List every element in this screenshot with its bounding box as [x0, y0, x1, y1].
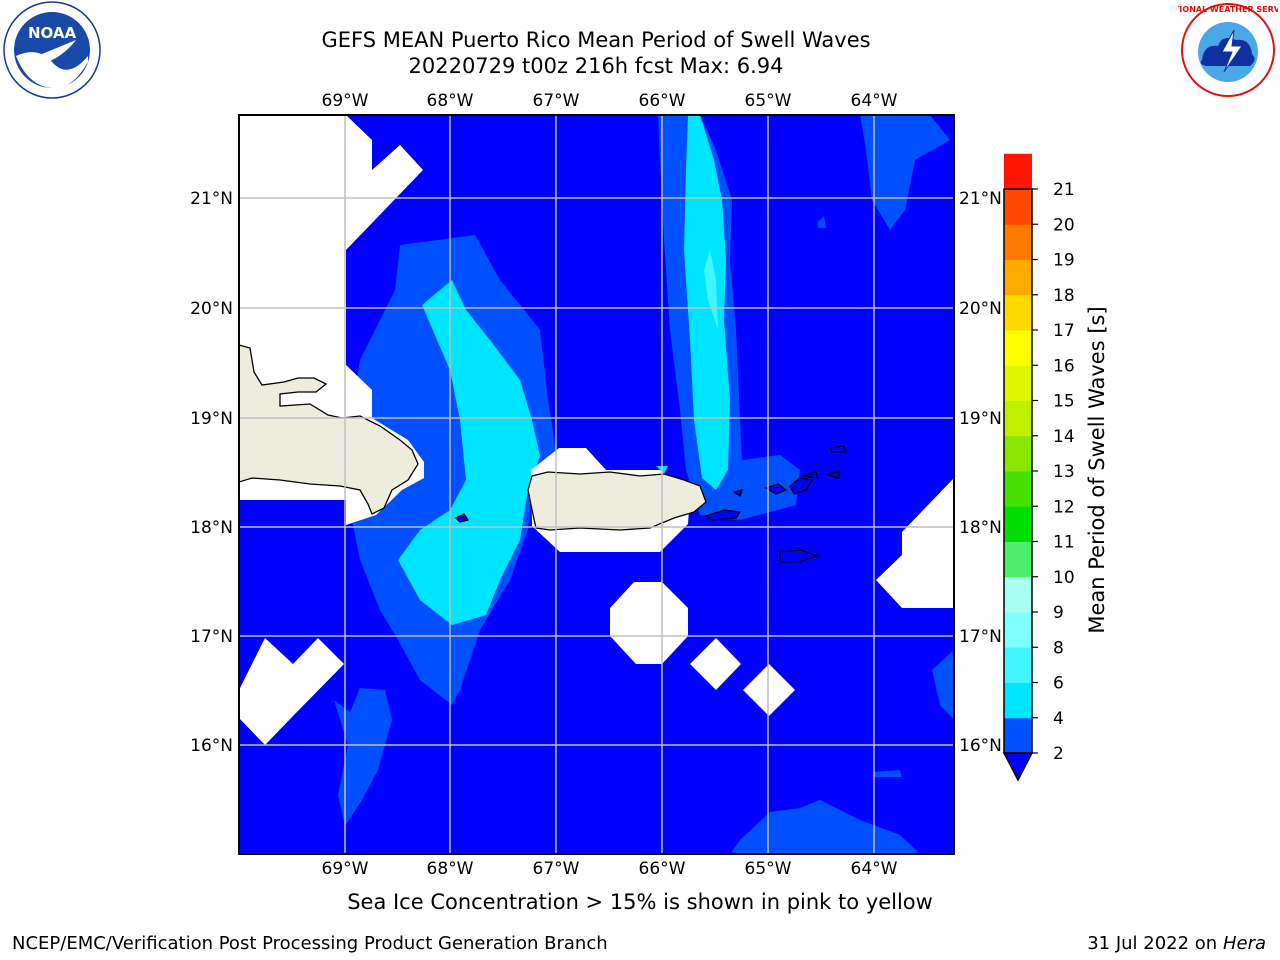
- colorbar-box: [1004, 400, 1032, 437]
- colorbar-tick-label: 12: [1053, 497, 1075, 517]
- colorbar-box: [1004, 576, 1032, 613]
- lon-label: 69°W: [322, 859, 369, 879]
- footer-date-text: 31 Jul 2022 on: [1087, 933, 1218, 954]
- lon-labels-bottom: 69°W 68°W 67°W 66°W 65°W 64°W: [322, 859, 898, 879]
- lat-label: 17°N: [190, 627, 233, 647]
- lon-label: 68°W: [427, 91, 474, 111]
- lat-label: 16°N: [190, 736, 233, 756]
- colorbar: 2 4 6 8 9 10 11 12 13 14 15 16 17 18 19 20 21: [1002, 153, 1075, 782]
- colorbar-label: Mean Period of Swell Waves [s]: [1085, 306, 1109, 634]
- noaa-logo-text: NOAA: [28, 24, 77, 42]
- lat-label: 18°N: [959, 518, 1002, 538]
- map-area: [239, 115, 954, 854]
- colorbar-ticks: 2 4 6 8 9 10 11 12 13 14 15 16 17 18 19 20 21: [1032, 180, 1075, 764]
- lat-labels-left: 21°N 20°N 19°N 18°N 17°N 16°N: [190, 189, 233, 756]
- nws-logo: NATIONAL WEATHER SERVICE: [1178, 3, 1278, 97]
- lat-label: 19°N: [190, 409, 233, 429]
- lat-labels-right: 21°N 20°N 19°N 18°N 17°N 16°N: [959, 189, 1002, 756]
- sea-ice-note: Sea Ice Concentration > 15% is shown in …: [347, 890, 933, 914]
- chart-subtitle: 20220729 t00z 216h fcst Max: 6.94: [408, 54, 784, 78]
- lat-label: 21°N: [190, 189, 233, 209]
- lon-label: 66°W: [639, 859, 686, 879]
- colorbar-boxes: [1004, 153, 1032, 754]
- colorbar-box: [1004, 647, 1032, 683]
- lon-label: 65°W: [745, 859, 792, 879]
- colorbar-box: [1004, 153, 1032, 190]
- lat-label: 20°N: [190, 299, 233, 319]
- lon-label: 64°W: [851, 91, 898, 111]
- footer-branch: NCEP/EMC/Verification Post Processing Pr…: [12, 933, 608, 954]
- colorbar-tick-label: 15: [1053, 392, 1075, 412]
- colorbar-box: [1004, 471, 1032, 507]
- colorbar-box: [1004, 506, 1032, 542]
- colorbar-box: [1004, 259, 1032, 296]
- lon-label: 67°W: [533, 91, 580, 111]
- colorbar-tick-label: 19: [1053, 251, 1075, 271]
- colorbar-under-arrow: [1002, 752, 1034, 782]
- nws-logo-text: NATIONAL WEATHER SERVICE: [1178, 5, 1278, 14]
- colorbar-box: [1004, 612, 1032, 648]
- chart-title: GEFS MEAN Puerto Rico Mean Period of Swe…: [321, 28, 871, 52]
- colorbar-box: [1004, 330, 1032, 366]
- map-gridlines: [239, 115, 954, 854]
- lat-label: 19°N: [959, 409, 1002, 429]
- lon-label: 68°W: [427, 859, 474, 879]
- colorbar-box: [1004, 541, 1032, 578]
- lon-label: 69°W: [322, 91, 369, 111]
- colorbar-tick-label: 16: [1053, 356, 1075, 376]
- lat-label: 16°N: [959, 736, 1002, 756]
- contour-4-6: [398, 115, 730, 625]
- lat-label: 20°N: [959, 299, 1002, 319]
- noaa-logo: NOAA: [3, 1, 101, 99]
- small-islands: [454, 445, 847, 563]
- lon-label: 65°W: [745, 91, 792, 111]
- hispaniola-landmass: [239, 344, 419, 515]
- footer-machine: Hera: [1222, 933, 1266, 954]
- colorbar-box: [1004, 682, 1032, 719]
- lat-label: 17°N: [959, 627, 1002, 647]
- colorbar-tick-label: 21: [1053, 180, 1075, 200]
- footer-date: 31 Jul 2022 on Hera: [1087, 933, 1266, 954]
- colorbar-tick-label: 10: [1053, 568, 1075, 588]
- colorbar-box: [1004, 717, 1032, 754]
- colorbar-tick-label: 8: [1053, 638, 1064, 658]
- lat-label: 21°N: [959, 189, 1002, 209]
- lat-label: 18°N: [190, 518, 233, 538]
- colorbar-tick-label: 14: [1053, 427, 1075, 447]
- lon-label: 66°W: [639, 91, 686, 111]
- colorbar-tick-label: 11: [1053, 533, 1075, 553]
- colorbar-tick-label: 9: [1053, 603, 1064, 623]
- colorbar-box: [1004, 224, 1032, 260]
- colorbar-box: [1004, 189, 1032, 225]
- colorbar-tick-label: 6: [1053, 674, 1064, 694]
- colorbar-tick-label: 17: [1053, 321, 1075, 341]
- colorbar-tick-label: 13: [1053, 462, 1075, 482]
- lon-labels-top: 69°W 68°W 67°W 66°W 65°W 64°W: [322, 91, 898, 111]
- colorbar-box: [1004, 294, 1032, 331]
- colorbar-tick-label: 20: [1053, 215, 1075, 235]
- lon-label: 67°W: [533, 859, 580, 879]
- contour-6-8: [704, 250, 718, 330]
- colorbar-box: [1004, 365, 1032, 401]
- lon-label: 64°W: [851, 859, 898, 879]
- colorbar-tick-label: 18: [1053, 286, 1075, 306]
- colorbar-tick-label: 2: [1053, 744, 1064, 764]
- colorbar-box: [1004, 435, 1032, 472]
- colorbar-tick-label: 4: [1053, 709, 1064, 729]
- map-frame: [238, 114, 955, 855]
